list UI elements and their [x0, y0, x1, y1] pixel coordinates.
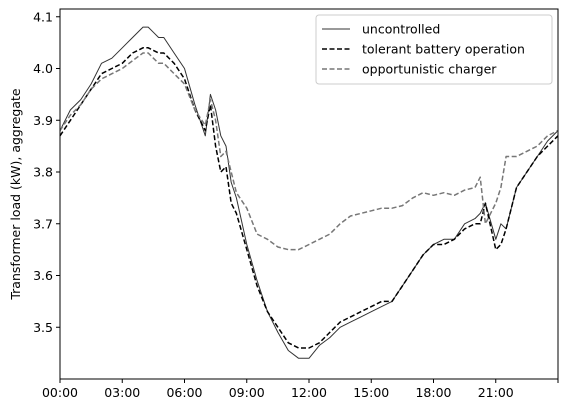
series-line-2: [59, 47, 559, 349]
legend-label-3: opportunistic charger: [362, 62, 497, 77]
y-tick-label: 3.7: [33, 216, 53, 231]
legend-label-2: tolerant battery operation: [362, 42, 525, 57]
x-axis: 00:00 03:00 06:00 09:00 12:00 15:00 18:00 21:00: [42, 379, 559, 400]
y-tick-label: 3.6: [33, 268, 53, 283]
x-tick-label: 06:00: [166, 385, 202, 400]
y-axis-label: Transformer load (kW), aggregate: [8, 88, 23, 301]
x-tick-label: 21:00: [478, 385, 514, 400]
series-line-3: [59, 52, 559, 251]
series-line-1: [59, 26, 559, 359]
legend-frame: [315, 14, 553, 85]
x-tick-label: 00:00: [42, 385, 78, 400]
y-tick-label: 3.8: [33, 165, 53, 180]
series-layer: [59, 26, 559, 359]
y-tick-label: 3.5: [33, 320, 53, 335]
x-tick-label: 15:00: [353, 385, 389, 400]
x-tick-label: 12:00: [291, 385, 327, 400]
y-tick-label: 4.1: [33, 9, 53, 24]
y-tick-label: 4.0: [33, 61, 53, 76]
legend: uncontrolled tolerant battery operation op…: [315, 14, 553, 85]
x-tick-label: 18:00: [415, 385, 451, 400]
x-tick-label: 03:00: [104, 385, 140, 400]
y-axis: 3.5 3.6 3.7 3.8 3.9 4.0 4.1: [33, 9, 60, 335]
y-tick-label: 3.9: [33, 113, 53, 128]
legend-label-1: uncontrolled: [362, 22, 440, 37]
x-tick-label: 09:00: [229, 385, 265, 400]
